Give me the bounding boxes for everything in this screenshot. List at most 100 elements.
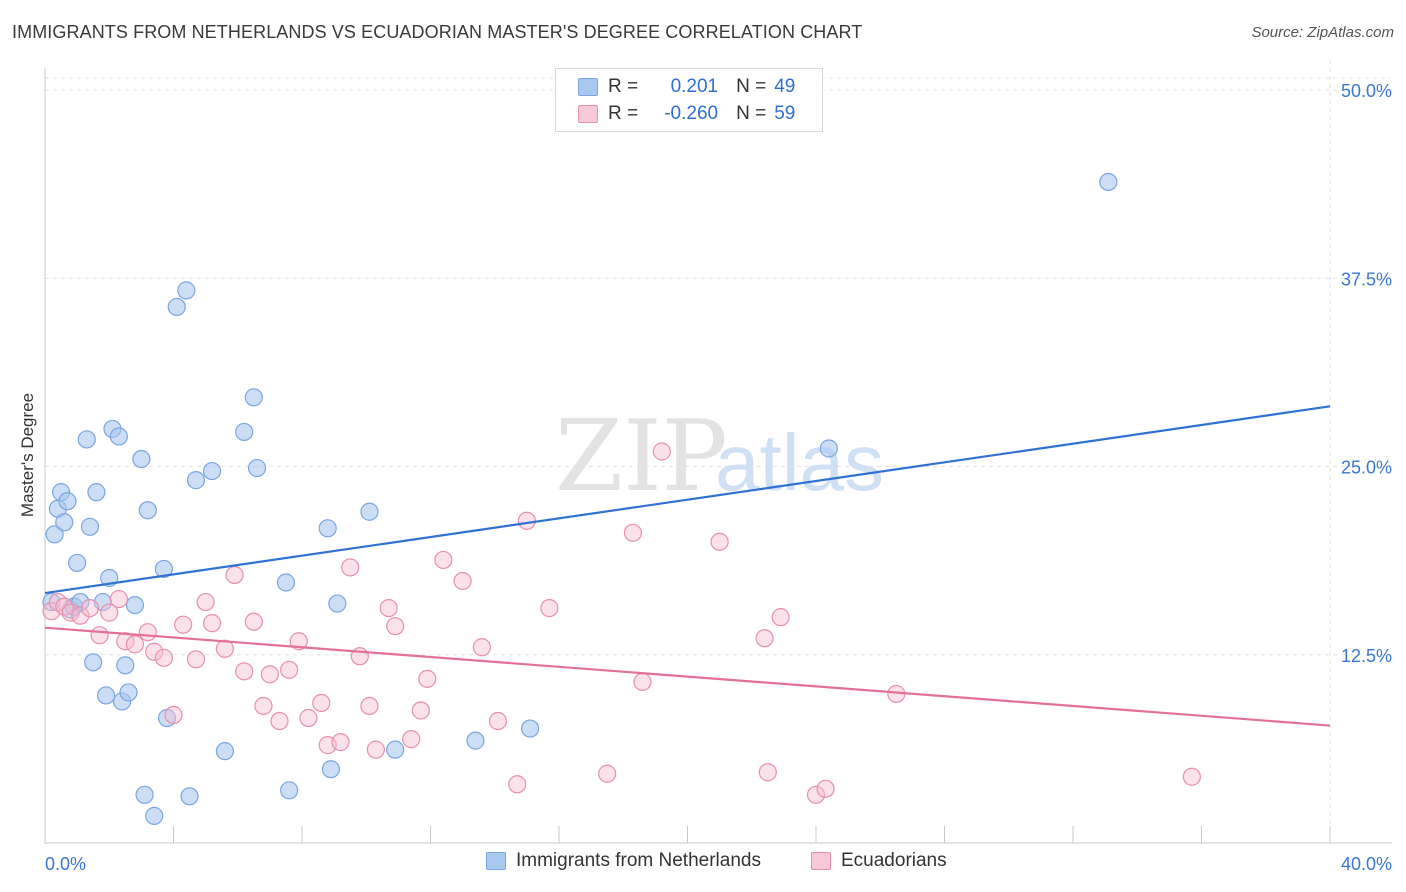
netherlands-point: [386, 740, 405, 759]
y-tick-label: 12.5%: [1341, 646, 1392, 666]
x-tick-label: 0.0%: [45, 854, 86, 874]
bottom-legend-netherlands: Immigrants from Netherlands: [486, 850, 761, 872]
watermark-atlas: atlas: [715, 418, 884, 507]
ecuadorian-point: [235, 662, 254, 681]
ecuadorian-point: [244, 612, 263, 631]
netherlands-point: [58, 492, 77, 511]
netherlands-point: [96, 686, 116, 705]
chart-title: IMMIGRANTS FROM NETHERLANDS VS ECUADORIA…: [12, 22, 863, 42]
ecuadorian-point: [710, 532, 729, 551]
correlation-legend: R = 0.201 N = 49 R = -0.260 N = 59: [555, 68, 823, 132]
netherlands-point: [280, 781, 299, 800]
ecuadorian-point: [100, 603, 119, 622]
netherlands-point: [180, 787, 199, 806]
bottom-legend-label-netherlands: Immigrants from Netherlands: [516, 850, 761, 871]
ecuadorian-point: [517, 511, 536, 530]
ecuadorian-point: [299, 708, 318, 728]
y-tick-label: 37.5%: [1341, 269, 1392, 289]
netherlands-point: [109, 427, 128, 446]
legend-r-label: R =: [608, 103, 639, 124]
netherlands-point: [177, 281, 196, 300]
bottom-legend-swatch-pink: [811, 852, 831, 870]
ecuadorian-point: [225, 565, 244, 585]
watermark-zip: ZIP: [555, 400, 728, 514]
bottom-legend-ecuadorians: Ecuadorians: [811, 850, 947, 872]
legend-n-value: 59: [774, 103, 796, 124]
ecuadorian-point: [331, 733, 350, 752]
ecuadorian-point: [289, 632, 308, 651]
ecuadorian-point: [174, 615, 193, 634]
ecuadorian-point: [196, 592, 215, 612]
legend-n-value: 49: [774, 76, 796, 97]
netherlands-point: [360, 502, 379, 521]
netherlands-point: [119, 683, 138, 702]
netherlands-point: [145, 806, 164, 825]
ecuadorian-point: [154, 648, 173, 667]
netherlands-point: [68, 553, 87, 573]
ecuadorian-point: [453, 571, 472, 591]
netherlands-point: [45, 525, 64, 544]
ecuadorian-point: [366, 740, 385, 759]
y-tick-label: 25.0%: [1341, 458, 1392, 478]
netherlands-point: [520, 719, 540, 738]
netherlands-point: [132, 449, 151, 469]
ecuadorian-point: [379, 598, 398, 618]
legend-row-netherlands: R = 0.201 N = 49: [578, 74, 795, 100]
netherlands-point: [125, 595, 145, 615]
ecuadorian-point: [260, 665, 279, 684]
ecuadorian-point: [488, 711, 508, 731]
netherlands-point: [328, 594, 347, 613]
ecuadorian-point: [816, 779, 835, 798]
ecuadorian-point: [215, 639, 234, 658]
ecuadorian-point: [771, 608, 790, 627]
ecuadorian-point: [652, 442, 671, 461]
legend-r-label: R =: [608, 76, 639, 97]
series-netherlands-points: [42, 172, 1118, 825]
netherlands-point: [116, 656, 135, 675]
legend-r-value: 0.201: [670, 76, 719, 97]
ecuadorian-point: [145, 642, 164, 661]
ecuadorian-point: [138, 623, 157, 642]
netherlands-point: [55, 513, 74, 532]
netherlands-point: [466, 731, 485, 750]
watermark: ZIP atlas: [555, 400, 884, 514]
tick-labels: 12.5% 25.0% 37.5% 50.0% 0.0% 40.0%: [45, 81, 1392, 874]
ecuadorian-point: [472, 638, 491, 657]
netherlands-point: [167, 297, 186, 317]
netherlands-point: [321, 760, 341, 779]
ecuadorian-point: [109, 589, 128, 609]
ecuadorian-point: [186, 650, 206, 669]
legend-swatch-blue: [578, 78, 598, 96]
ecuadorian-point: [755, 629, 774, 648]
netherlands-point: [1099, 172, 1118, 192]
ecuadorian-point: [434, 550, 453, 570]
ecuadorian-point: [312, 693, 331, 713]
ecuadorian-point: [90, 626, 109, 645]
netherlands-point: [318, 519, 337, 538]
ecuadorian-point: [386, 617, 405, 636]
legend-n-label: N =: [736, 103, 767, 124]
legend-row-ecuadorians: R = -0.260 N = 59: [578, 101, 795, 127]
netherlands-point: [77, 430, 96, 449]
ecuadorian-point: [270, 711, 289, 731]
netherlands-point: [87, 483, 106, 502]
ecuadorian-point: [598, 764, 617, 783]
y-tick-label: 50.0%: [1341, 81, 1392, 101]
netherlands-point: [138, 501, 157, 520]
netherlands-point: [135, 785, 154, 804]
ecuadorian-point: [202, 614, 222, 633]
source-label: Source: ZipAtlas.com: [1251, 24, 1394, 41]
ecuadorian-point: [540, 598, 559, 618]
ecuadorian-point: [280, 660, 299, 679]
netherlands-point: [202, 461, 222, 481]
netherlands-point: [244, 388, 263, 407]
ecuadorian-point: [402, 730, 421, 749]
netherlands-point: [215, 742, 234, 761]
ecuadorian-trend-line: [44, 626, 1331, 727]
ecuadorian-point: [125, 635, 145, 654]
ecuadorian-point: [164, 705, 183, 725]
ecuadorian-point: [418, 669, 437, 688]
ecuadorian-point: [80, 598, 100, 618]
ecuadorian-point: [411, 701, 430, 720]
